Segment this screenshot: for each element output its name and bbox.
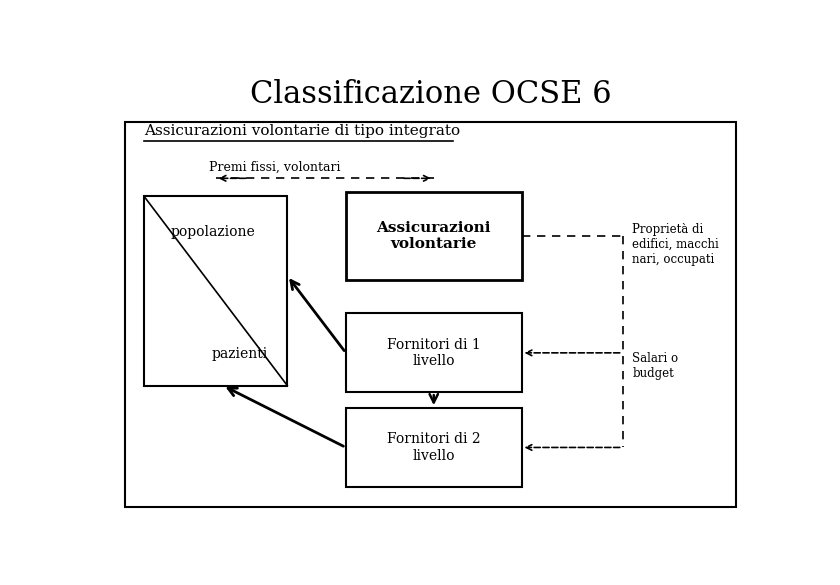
Text: popolazione: popolazione	[171, 225, 255, 239]
Text: Proprietà di
edifici, macchi
nari, occupati: Proprietà di edifici, macchi nari, occup…	[633, 223, 719, 266]
Bar	[124, 122, 737, 507]
Bar	[346, 408, 522, 487]
Bar	[346, 314, 522, 393]
Text: pazienti: pazienti	[212, 347, 268, 361]
Text: Fornitori di 1
livello: Fornitori di 1 livello	[387, 338, 480, 368]
Bar	[144, 197, 287, 386]
Text: Premi fissi, volontari: Premi fissi, volontari	[208, 161, 340, 174]
Text: Assicurazioni volontarie di tipo integrato: Assicurazioni volontarie di tipo integra…	[144, 124, 460, 138]
Bar	[346, 192, 522, 280]
Text: Assicurazioni
volontarie: Assicurazioni volontarie	[376, 221, 491, 251]
Text: Salari o
budget: Salari o budget	[633, 352, 679, 380]
Text: Fornitori di 2
livello: Fornitori di 2 livello	[387, 432, 480, 463]
Text: Classificazione OCSE 6: Classificazione OCSE 6	[249, 80, 612, 111]
